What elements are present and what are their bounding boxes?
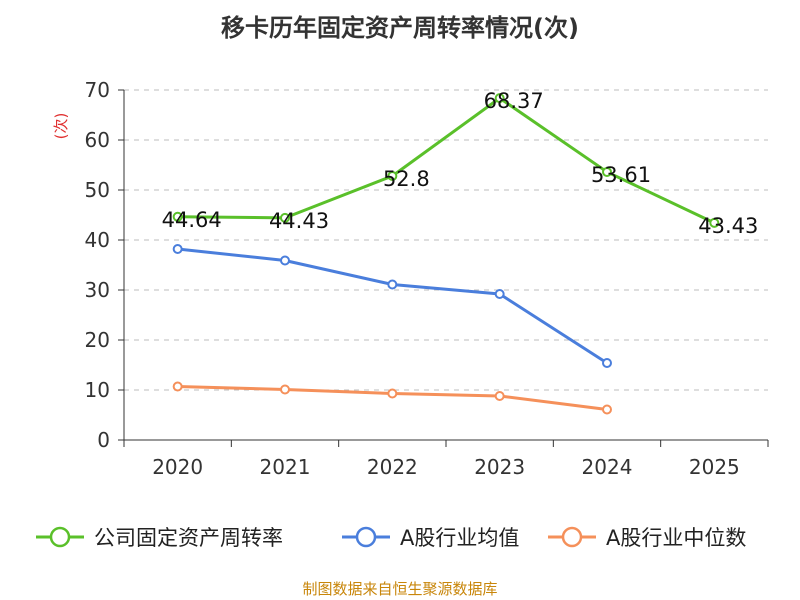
x-tick-label: 2024 [582, 455, 633, 479]
data-label: 44.43 [269, 209, 329, 233]
data-label: 68.37 [484, 89, 544, 113]
y-tick-label: 20 [85, 328, 110, 352]
legend-label: A股行业中位数 [606, 526, 746, 550]
x-tick-label: 2022 [367, 455, 418, 479]
legend-marker [355, 526, 377, 548]
data-point [172, 244, 183, 254]
legend-marker [561, 526, 583, 548]
data-label: 52.8 [383, 167, 430, 191]
data-label: 44.64 [162, 208, 222, 232]
x-tick-label: 2023 [474, 455, 525, 479]
series-line [177, 96, 715, 225]
x-tick-label: 2020 [152, 455, 203, 479]
y-tick-label: 30 [85, 278, 110, 302]
source-note: 制图数据来自恒生聚源数据库 [302, 580, 498, 598]
data-point [280, 384, 290, 395]
data-point [387, 279, 398, 290]
data-point [602, 358, 612, 368]
legend-label: A股行业均值 [400, 526, 519, 550]
y-tick-label: 50 [85, 178, 110, 202]
data-point [602, 166, 612, 177]
series-line [177, 247, 608, 365]
y-axis-label: (次) [52, 113, 70, 140]
y-tick-label: 40 [85, 228, 110, 252]
x-tick-label: 2021 [260, 455, 311, 479]
legend-item[interactable]: A股行业中位数 [548, 526, 746, 550]
data-label: 43.43 [698, 214, 758, 238]
y-tick-label: 0 [97, 428, 110, 452]
data-point [602, 404, 612, 415]
chart-title: 移卡历年固定资产周转率情况(次) [221, 14, 579, 42]
data-point [387, 388, 398, 399]
data-point [387, 171, 398, 181]
data-point [494, 391, 505, 401]
data-point [709, 217, 720, 228]
data-point [280, 255, 290, 266]
legend-marker [49, 526, 71, 548]
legend-label: 公司固定资产周转率 [94, 526, 283, 550]
data-point [494, 93, 505, 104]
legend-item[interactable]: 公司固定资产周转率 [36, 526, 283, 550]
y-tick-label: 70 [85, 78, 110, 102]
data-label: 53.61 [591, 163, 651, 187]
y-tick-label: 10 [85, 378, 110, 402]
data-point [172, 381, 183, 392]
data-point [280, 212, 290, 223]
data-point [172, 211, 183, 222]
data-point [494, 289, 505, 299]
legend-item[interactable]: A股行业均值 [342, 526, 519, 550]
x-tick-label: 2025 [689, 455, 740, 479]
y-tick-label: 60 [85, 128, 110, 152]
